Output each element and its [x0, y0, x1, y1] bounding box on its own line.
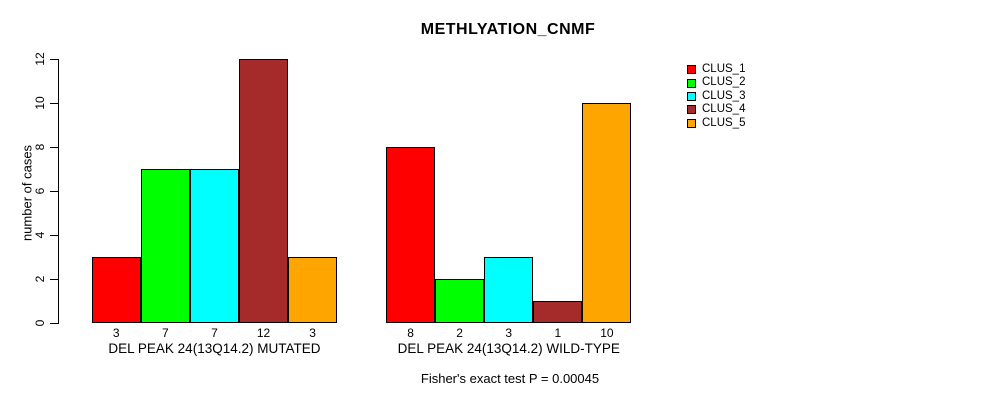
- x-group-label: DEL PEAK 24(13Q14.2) MUTATED: [108, 341, 321, 356]
- y-tick-label: 12: [33, 52, 47, 66]
- bar: [386, 147, 436, 323]
- legend-item: CLUS_5: [687, 117, 745, 130]
- y-tick: [50, 235, 59, 236]
- legend-swatch: [687, 78, 696, 88]
- legend: CLUS_1 CLUS_2 CLUS_3 CLUS_4 CLUS_5: [687, 63, 745, 130]
- y-tick: [50, 191, 59, 192]
- bar: [533, 301, 583, 323]
- y-tick: [50, 323, 59, 324]
- bar: [582, 103, 632, 323]
- bar-value-label: 3: [112, 326, 120, 340]
- bar: [189, 169, 239, 323]
- y-tick-label: 6: [33, 187, 47, 195]
- legend-item: CLUS_3: [687, 90, 745, 103]
- bar-value-label: 12: [256, 326, 271, 340]
- bar: [239, 59, 289, 323]
- legend-swatch: [687, 91, 696, 101]
- y-tick: [50, 279, 59, 280]
- bar-value-label: 1: [554, 326, 562, 340]
- bar-value-label: 8: [407, 326, 414, 340]
- y-tick: [50, 147, 59, 148]
- bar-value-label: 3: [505, 326, 513, 340]
- bar: [140, 169, 190, 323]
- legend-swatch: [687, 118, 696, 128]
- bar: [288, 257, 338, 323]
- bar: [91, 257, 141, 323]
- bar-value-label: 3: [309, 326, 316, 340]
- y-tick: [50, 59, 59, 60]
- bar-value-label: 7: [211, 326, 218, 340]
- y-tick-label: 4: [33, 231, 47, 239]
- x-group-label: DEL PEAK 24(13Q14.2) WILD-TYPE: [397, 341, 620, 356]
- annotation-text: Fisher's exact test P = 0.00045: [420, 371, 600, 386]
- bar-value-label: 2: [456, 326, 463, 340]
- legend-label: CLUS_1: [702, 62, 746, 75]
- legend-item: CLUS_1: [687, 63, 745, 76]
- legend-label: CLUS_4: [702, 103, 746, 116]
- legend-item: CLUS_2: [687, 76, 745, 89]
- y-tick-label: 0: [33, 319, 47, 327]
- y-tick-label: 10: [33, 96, 47, 110]
- legend-swatch: [687, 65, 696, 75]
- y-tick-label: 2: [33, 275, 47, 283]
- legend-label: CLUS_3: [702, 89, 746, 102]
- legend-item: CLUS_4: [687, 103, 745, 116]
- legend-label: CLUS_2: [702, 76, 746, 89]
- chart-title: METHLYATION_CNMF: [420, 21, 596, 38]
- y-tick-label: 8: [33, 143, 47, 151]
- legend-label: CLUS_5: [702, 116, 746, 129]
- bar: [435, 279, 485, 323]
- legend-swatch: [687, 105, 696, 115]
- bar: [484, 257, 534, 323]
- bar-value-label: 10: [600, 326, 614, 340]
- y-tick: [50, 103, 59, 104]
- bar-value-label: 7: [162, 326, 169, 340]
